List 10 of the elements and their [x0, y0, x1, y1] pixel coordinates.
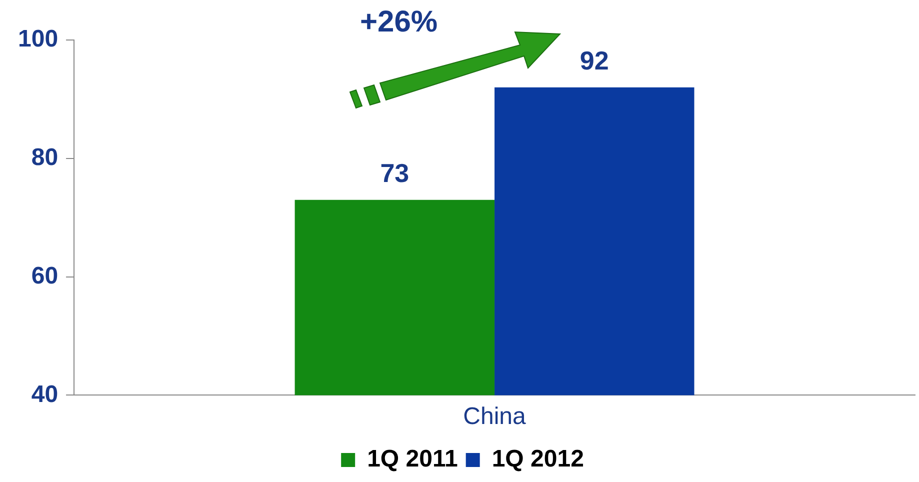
y-tick-label: 80 [31, 144, 58, 172]
x-tick-label: China [463, 403, 527, 430]
legend-label: 1Q 2011 [367, 446, 458, 473]
y-tick-label: 100 [18, 26, 58, 53]
text: +26% [360, 5, 438, 38]
legend-label: 1Q 2012 [492, 446, 584, 473]
y-tick-label: 60 [31, 262, 58, 290]
data-label: 92 [580, 46, 609, 76]
y-tick-label: 40 [31, 380, 58, 408]
data-label: 73 [380, 158, 410, 188]
